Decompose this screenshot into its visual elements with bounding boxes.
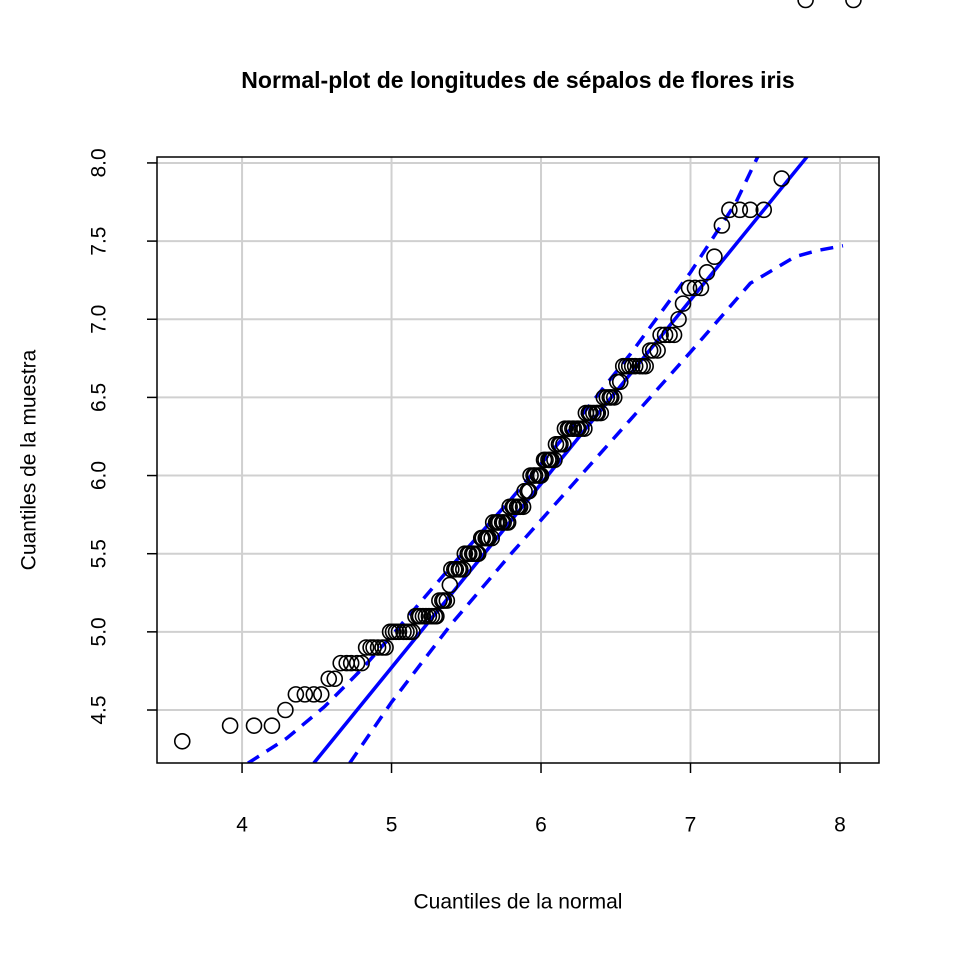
- point: [353, 654, 370, 672]
- point: [469, 545, 487, 563]
- point: [626, 357, 644, 375]
- point: [797, 0, 814, 9]
- point: [357, 639, 375, 656]
- point: [755, 201, 773, 219]
- point: [605, 389, 623, 406]
- y-axis-label: Cuantiles de la muestra: [18, 349, 41, 570]
- x-tick-label: 5: [386, 814, 398, 837]
- y-tick-label: 7.5: [88, 226, 111, 255]
- point: [652, 326, 669, 344]
- point: [661, 326, 678, 344]
- envelope-lower: [348, 244, 844, 763]
- x-tick-label: 8: [834, 814, 846, 837]
- x-tick-label: 4: [236, 814, 248, 837]
- point: [441, 576, 459, 594]
- x-tick-label: 7: [685, 814, 697, 837]
- point: [644, 342, 662, 359]
- point: [305, 686, 323, 703]
- point: [296, 686, 314, 703]
- point: [342, 654, 360, 672]
- point: [277, 701, 294, 719]
- point: [326, 670, 344, 688]
- point: [674, 295, 692, 312]
- point: [713, 217, 731, 234]
- point: [404, 623, 421, 641]
- point: [731, 201, 749, 219]
- point: [680, 279, 698, 297]
- point: [263, 717, 281, 734]
- point: [670, 310, 687, 328]
- x-axis-label: Cuantiles de la normal: [414, 891, 623, 914]
- y-tick-label: 5.0: [88, 617, 111, 646]
- point: [377, 639, 394, 656]
- y-tick-label: 7.0: [88, 305, 111, 334]
- point: [649, 342, 666, 359]
- point: [845, 0, 862, 9]
- point: [312, 686, 330, 703]
- point: [773, 170, 790, 187]
- y-tick-label: 4.5: [88, 695, 111, 724]
- point: [245, 717, 263, 734]
- point: [698, 264, 716, 281]
- chart-title: Normal-plot de longitudes de sépalos de …: [241, 67, 794, 93]
- lines: [247, 157, 844, 763]
- point: [656, 326, 674, 344]
- point: [365, 639, 382, 656]
- point: [369, 639, 387, 656]
- points: [173, 0, 862, 750]
- point: [428, 607, 445, 625]
- point: [532, 467, 550, 484]
- y-tick-label: 5.5: [88, 539, 111, 568]
- point: [637, 357, 654, 375]
- reference-line: [312, 157, 809, 763]
- axes: 4 5 6 7 8 4.5 5.0 5.5 6.0 6.5 7.0 7.5 8.0: [88, 148, 846, 836]
- point: [706, 248, 723, 266]
- point: [332, 654, 350, 672]
- y-tick-label: 6.5: [88, 383, 111, 412]
- plot-frame: [156, 156, 880, 764]
- point: [611, 373, 629, 391]
- point: [320, 670, 338, 688]
- point: [221, 717, 239, 734]
- point: [665, 326, 683, 344]
- x-tick-label: 6: [535, 814, 547, 837]
- point: [390, 623, 408, 641]
- point: [287, 686, 305, 703]
- point: [173, 732, 191, 750]
- point: [741, 201, 759, 219]
- point: [721, 201, 738, 219]
- grid: [157, 157, 879, 763]
- point: [592, 404, 610, 422]
- point: [686, 279, 704, 297]
- point: [348, 654, 366, 672]
- point: [438, 592, 456, 609]
- point: [692, 279, 710, 297]
- y-tick-label: 8.0: [88, 148, 111, 177]
- y-tick-label: 6.0: [88, 461, 111, 490]
